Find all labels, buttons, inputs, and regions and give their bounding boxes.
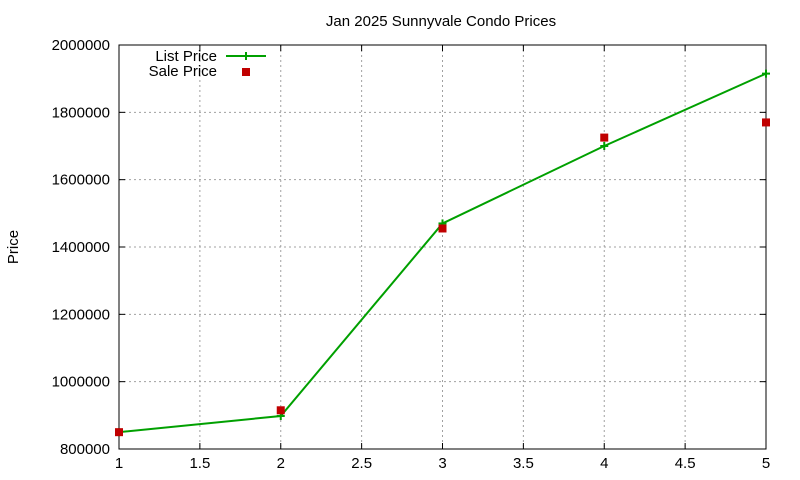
x-tick-label: 3.5 [513,455,534,472]
x-tick-label: 1.5 [189,455,210,472]
list-price-point [762,69,770,78]
legend-square-marker [242,68,250,76]
y-tick-label: 800000 [60,441,110,458]
sale-price-point [600,133,609,142]
chart-title: Jan 2025 Sunnyvale Condo Prices [326,13,556,30]
sale-price-point [276,406,285,415]
y-axis-label: Price [5,230,22,264]
list-price-line [118,72,767,434]
series [115,69,770,437]
y-tick-label: 1400000 [52,239,110,256]
y-tick-label: 1600000 [52,172,110,189]
x-tick-label: 2.5 [351,455,372,472]
x-tick-label: 4.5 [675,455,696,472]
axis-ticks: 1 1.5 2 2.5 3 3.5 4 4.5 5 800000 1000000 1200000 140… [52,37,771,472]
x-tick-label: 3 [438,455,446,472]
legend-label-list-price: List Price [155,48,217,65]
y-tick-label: 1200000 [52,306,110,323]
legend: List Price Sale Price [149,48,266,80]
legend-label-sale-price: Sale Price [149,63,217,80]
legend-plus-glyph [242,52,250,60]
legend-plus-marker [242,52,250,60]
grid-lines [119,45,766,449]
x-tick-label: 5 [762,455,770,472]
y-tick-label: 2000000 [52,37,110,54]
x-tick-label: 4 [600,455,608,472]
sale-price-point [438,224,447,233]
y-tick-label: 1800000 [52,104,110,121]
x-tick-label: 1 [115,455,123,472]
y-tick-label: 1000000 [52,374,110,391]
sale-price-point [115,428,123,437]
sale-price-point [762,118,770,127]
list-price-point [600,142,609,150]
x-tick-label: 2 [277,455,285,472]
